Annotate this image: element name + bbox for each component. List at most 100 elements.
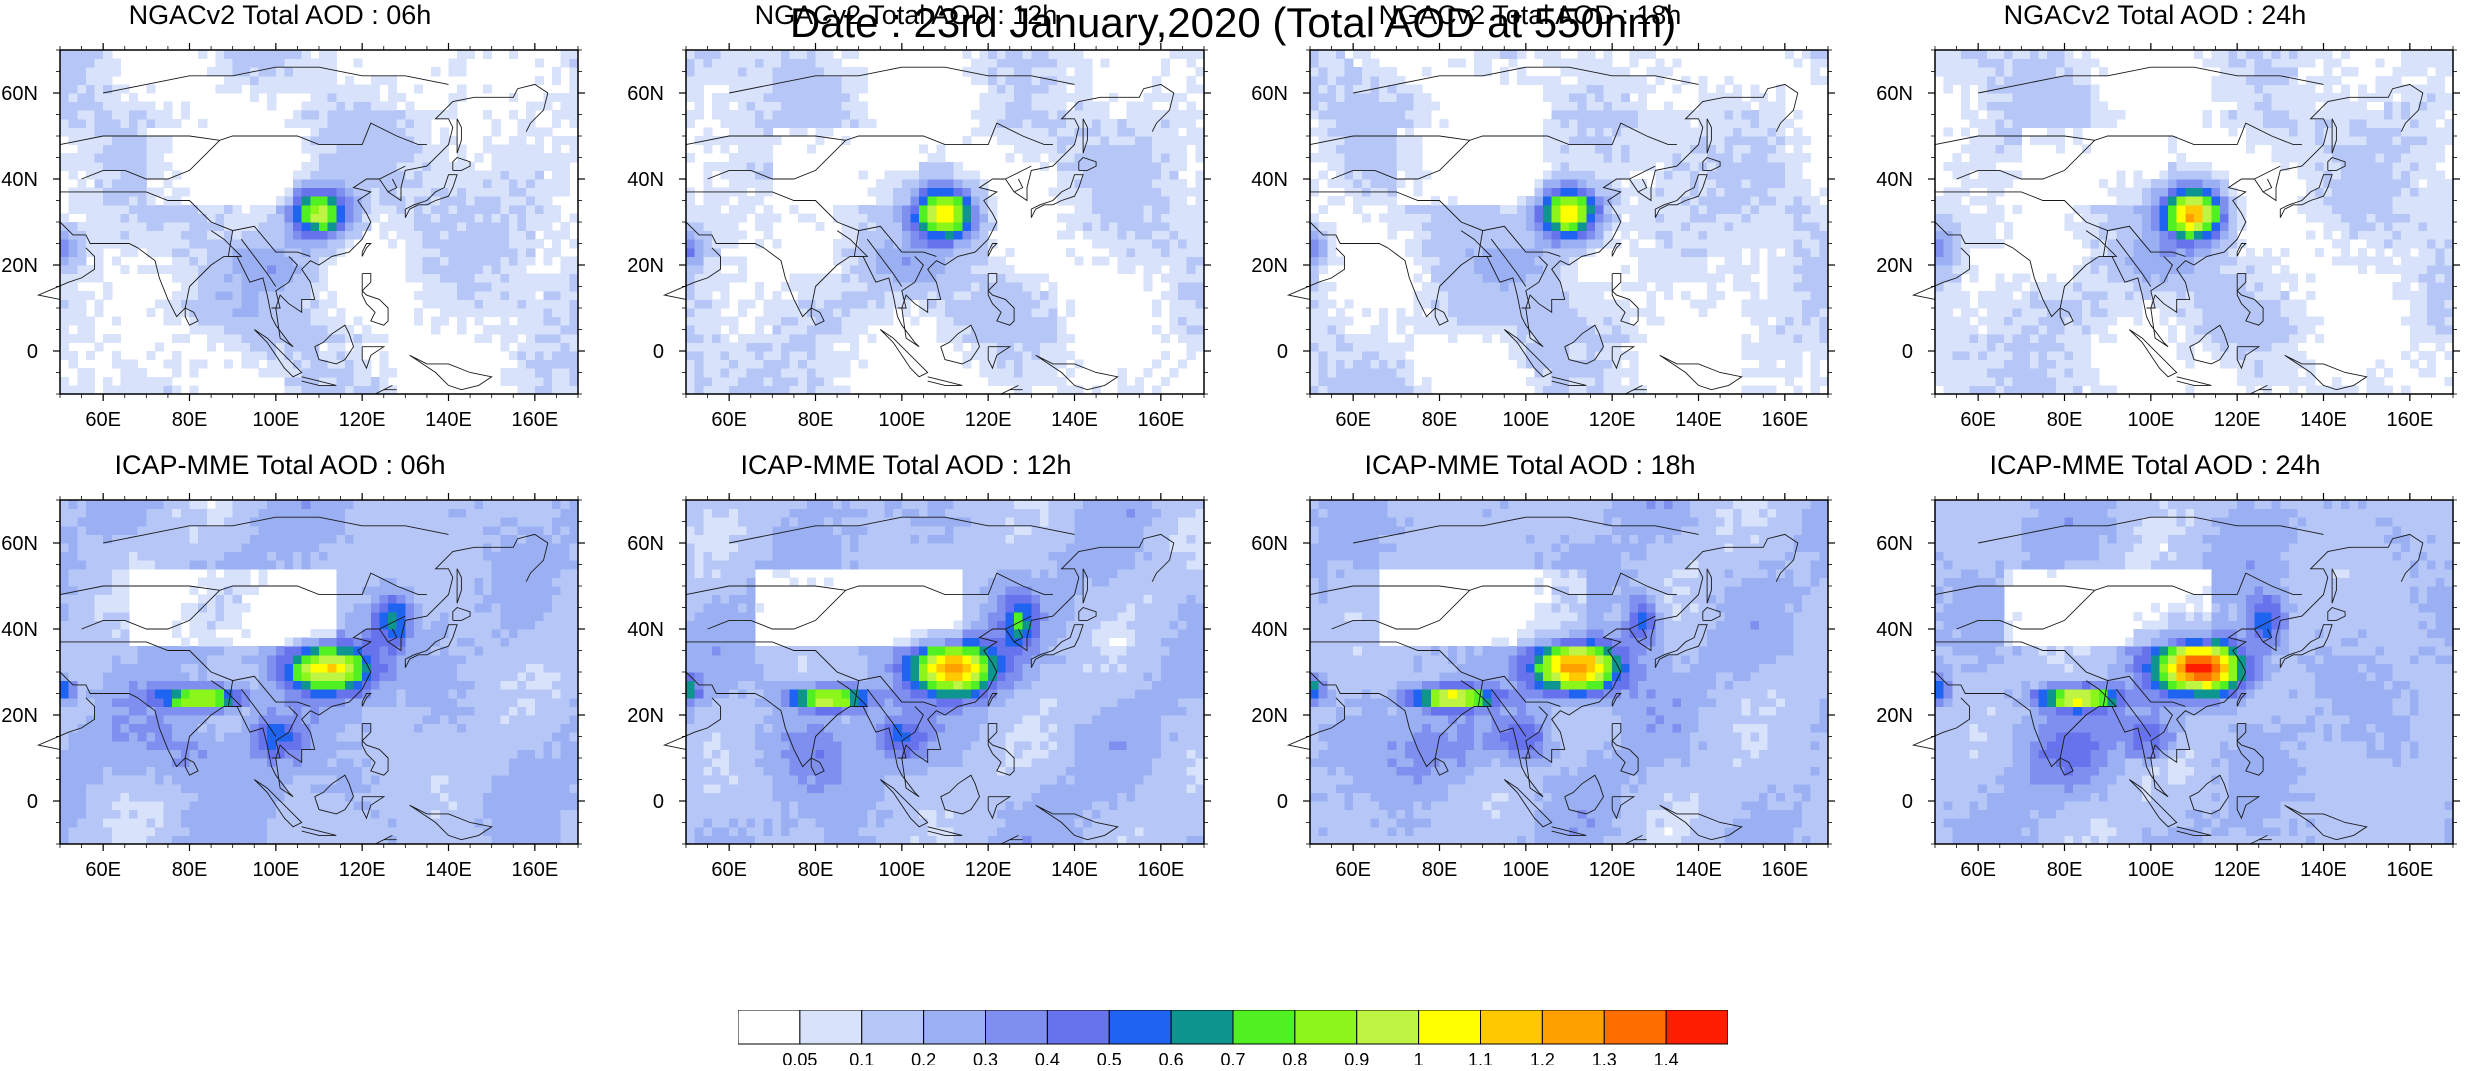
lon-tick-label: 120E (1589, 409, 1636, 431)
colorbar-label: 0.4 (1035, 1050, 1060, 1065)
lon-tick-label: 120E (339, 859, 386, 881)
lat-tick-label: 0 (1902, 341, 1913, 363)
lat-tick-label: 20N (627, 705, 664, 727)
colorbar-swatch (1356, 1009, 1420, 1045)
lon-tick-label: 140E (2300, 409, 2347, 431)
colorbar-swatch (1294, 1009, 1358, 1045)
lon-tick-label: 120E (2214, 859, 2261, 881)
aod-field (1310, 500, 1829, 845)
coastlines (36, 66, 549, 395)
lon-tick-label: 80E (798, 409, 834, 431)
colorbar-swatch (799, 1009, 863, 1045)
colorbar-swatch (1170, 1009, 1234, 1045)
colorbar-label: 0.9 (1344, 1050, 1369, 1065)
lon-tick-label: 100E (1502, 859, 1549, 881)
colorbar-label: 1.4 (1654, 1050, 1679, 1065)
lat-tick-label: 60N (1, 533, 38, 555)
lon-tick-label: 100E (2127, 409, 2174, 431)
colorbar-swatch (985, 1009, 1048, 1045)
lon-tick-label: 140E (1051, 859, 1098, 881)
colorbar: 0.05 0.1 0.2 0.3 0.4 0.5 0.6 0.7 0.8 0.9 1 1.1 1.2 1.… (737, 1009, 1729, 1070)
lon-tick-label: 160E (1761, 859, 1808, 881)
colorbar-swatch (923, 1009, 986, 1045)
colorbar-label: 0.6 (1159, 1050, 1184, 1065)
lon-tick-label: 120E (965, 409, 1012, 431)
lon-tick-label: 140E (1051, 409, 1098, 431)
map-panel-ngac-06: NGACv2 Total AOD : 06h 60E 80E 100E 120E 140E… (0, 0, 585, 452)
colorbar-label: 0.8 (1282, 1050, 1307, 1065)
lat-tick-label: 20N (1, 705, 38, 727)
lat-tick-label: 40N (1251, 169, 1288, 191)
colorbar-swatch (1046, 1009, 1110, 1045)
colorbar-swatch (861, 1009, 925, 1045)
lon-tick-label: 100E (1502, 409, 1549, 431)
coastlines (1286, 516, 1799, 845)
lon-tick-label: 120E (339, 409, 386, 431)
lon-tick-label: 60E (1960, 859, 1996, 881)
aod-map: 60E 80E 100E 120E 140E 160E 60N 40N 20N 0 (627, 493, 1211, 881)
aod-map: 60E 80E 100E 120E 140E 160E 60N 40N 20N 0 (1251, 493, 1835, 881)
lon-tick-label: 80E (172, 409, 208, 431)
lon-tick-label: 160E (511, 409, 558, 431)
lon-tick-label: 160E (2386, 859, 2433, 881)
panel-title: ICAP-MME Total AOD : 12h (740, 450, 1072, 480)
colorbar-label: 0.05 (782, 1050, 817, 1065)
lat-tick-label: 40N (1876, 619, 1913, 641)
lat-tick-label: 0 (653, 791, 664, 813)
lon-tick-label: 100E (878, 409, 925, 431)
lon-tick-label: 80E (2047, 859, 2083, 881)
lat-tick-label: 60N (1876, 83, 1913, 105)
coastlines (662, 516, 1175, 845)
panel-title: NGACv2 Total AOD : 18h (1378, 0, 1682, 30)
lon-tick-label: 80E (2047, 409, 2083, 431)
aod-map: 60E 80E 100E 120E 140E 160E 60N 40N 20N 0 (1876, 43, 2460, 431)
lon-tick-label: 80E (1422, 859, 1458, 881)
colorbar-swatch (1418, 1009, 1481, 1045)
lat-tick-label: 0 (1277, 791, 1288, 813)
lat-tick-label: 0 (1902, 791, 1913, 813)
map-panel-ngac-18: NGACv2 Total AOD : 18h 60E 80E 100E 120E 140E… (1250, 0, 1835, 452)
colorbar-graphic: 0.05 0.1 0.2 0.3 0.4 0.5 0.6 0.7 0.8 0.9 1 1.1 1.2 1.… (737, 1009, 1729, 1070)
lat-tick-label: 0 (27, 341, 38, 363)
panel-title: ICAP-MME Total AOD : 18h (1364, 450, 1696, 480)
lat-tick-label: 60N (627, 533, 664, 555)
lat-tick-label: 40N (1, 619, 38, 641)
lon-tick-label: 160E (511, 859, 558, 881)
lon-tick-label: 60E (711, 859, 747, 881)
aod-field (1935, 500, 2454, 845)
aod-map: 60E 80E 100E 120E 140E 160E 60N 40N 20N 0 (627, 43, 1211, 431)
lat-tick-label: 40N (1, 169, 38, 191)
lon-tick-label: 140E (425, 859, 472, 881)
map-panel-icap-24: ICAP-MME Total AOD : 24h 60E 80E 100E 120E 14… (1875, 450, 2460, 902)
coastlines (1911, 516, 2424, 845)
lat-tick-label: 40N (627, 619, 664, 641)
coastlines (1911, 66, 2424, 395)
lon-tick-label: 60E (711, 409, 747, 431)
panel-title: ICAP-MME Total AOD : 06h (114, 450, 446, 480)
colorbar-swatch (1108, 1009, 1172, 1045)
lon-tick-label: 100E (252, 859, 299, 881)
colorbar-swatch (1665, 1009, 1729, 1045)
lat-tick-label: 60N (627, 83, 664, 105)
lon-tick-label: 120E (965, 859, 1012, 881)
colorbar-label: 0.3 (973, 1050, 998, 1065)
lon-tick-label: 140E (425, 409, 472, 431)
lon-tick-label: 80E (798, 859, 834, 881)
colorbar-label: 0.7 (1220, 1050, 1245, 1065)
colorbar-label: 0.5 (1097, 1050, 1122, 1065)
panel-title: NGACv2 Total AOD : 12h (754, 0, 1058, 30)
coastlines (36, 516, 549, 845)
colorbar-label: 1.2 (1530, 1050, 1555, 1065)
lat-tick-label: 0 (27, 791, 38, 813)
aod-map: 60E 80E 100E 120E 140E 160E 60N 40N 20N 0 (1, 43, 585, 431)
lon-tick-label: 80E (1422, 409, 1458, 431)
lon-tick-label: 60E (85, 859, 121, 881)
coastlines (1286, 66, 1799, 395)
lat-tick-label: 20N (1876, 705, 1913, 727)
colorbar-label: 0.2 (911, 1050, 936, 1065)
colorbar-label: 1.3 (1592, 1050, 1617, 1065)
aod-map: 60E 80E 100E 120E 140E 160E 60N 40N 20N 0 (1876, 493, 2460, 881)
map-panel-ngac-24: NGACv2 Total AOD : 24h 60E 80E 100E 120E 140E… (1875, 0, 2460, 452)
lat-tick-label: 60N (1251, 533, 1288, 555)
lat-tick-label: 20N (1251, 705, 1288, 727)
